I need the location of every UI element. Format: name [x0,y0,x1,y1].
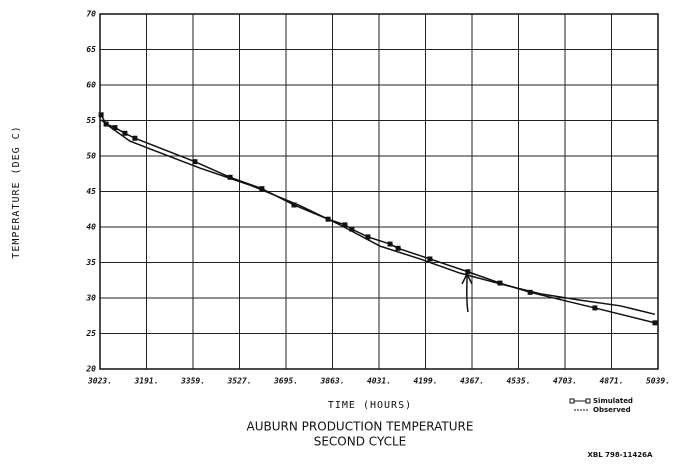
x-tick-label: 4367. [460,377,484,386]
data-point [387,241,393,247]
data-point [527,289,533,295]
y-tick-label: 60 [86,81,96,90]
x-tick-label: 3527. [226,377,251,386]
legend-label: Simulated [593,397,633,405]
data-point [192,159,198,165]
x-tick-label: 3695. [273,377,298,386]
x-axis-label: TIME (HOURS) [328,400,412,411]
x-tick-label: 4031. [367,377,391,386]
y-axis-label: TEMPERATURE (DEG C) [11,125,22,258]
x-tick-label: 3023. [87,377,112,386]
data-point [652,320,658,326]
data-point [259,186,265,192]
data-point [122,130,128,136]
data-point [349,226,355,232]
data-point [427,256,433,262]
chart-subtitle: SECOND CYCLE [314,435,407,449]
y-tick-label: 20 [85,365,96,374]
plot-frame [99,13,659,370]
y-tick-label: 40 [86,223,96,232]
y-tick-label: 70 [86,10,96,19]
arrow-annotation [461,272,473,313]
y-tick-label: 55 [86,116,96,125]
y-tick-label: 65 [86,45,96,54]
y-tick-label: 45 [86,187,96,196]
data-point [395,245,401,251]
x-tick-label: 4703. [553,377,577,386]
legend-marker [585,398,591,404]
y-tick-label: 30 [85,294,96,303]
y-tick-label: 35 [85,258,96,267]
legend-label: Observed [593,406,631,414]
data-point [98,112,104,118]
data-point [112,125,118,131]
x-tick-label: 3863. [319,377,344,386]
data-point [227,174,233,180]
data-point [291,202,297,208]
x-tick-label: 3191. [133,377,158,386]
x-tick-label: 3359. [180,377,205,386]
x-tick-label: 4199. [413,377,437,386]
series-line [100,114,656,324]
data-point [465,269,471,275]
x-tick-label: 4871. [599,377,623,386]
y-tick-label: 25 [85,329,96,338]
y-tick-label: 50 [86,152,96,161]
legend-marker [569,398,575,404]
series-line [100,119,656,316]
figure-note: XBL 798-11426A [588,451,654,459]
x-tick-label: 4535. [506,377,530,386]
data-point [342,222,348,228]
data-point [592,305,598,311]
data-point [365,234,371,240]
data-point [132,135,138,141]
chart-title: AUBURN PRODUCTION TEMPERATURE [247,420,474,434]
x-tick-label: 5039. [646,377,670,386]
